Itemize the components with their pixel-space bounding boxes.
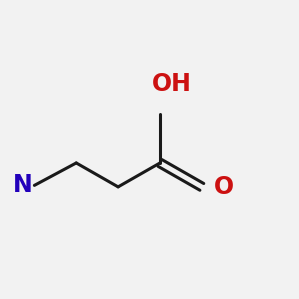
Text: O: O [214, 175, 234, 199]
Text: OH: OH [152, 72, 192, 96]
Text: N: N [13, 173, 32, 197]
